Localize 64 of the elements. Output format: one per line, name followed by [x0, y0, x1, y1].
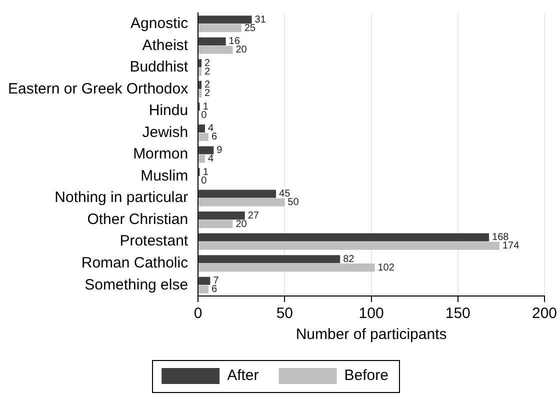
x-tick-label: 150 [445, 305, 470, 322]
data-label: 2 [204, 66, 211, 78]
data-label: 82 [343, 254, 355, 265]
y-tick-label: Other Christian [87, 210, 188, 228]
bar [198, 46, 233, 54]
data-label: 6 [211, 132, 218, 143]
bar [198, 276, 210, 285]
y-tick-label: Something else [84, 276, 188, 294]
bar [198, 59, 202, 68]
bar [198, 212, 245, 220]
data-label: 102 [378, 262, 395, 274]
y-tick-label: Mormon [133, 146, 188, 163]
y-tick-label: Protestant [120, 232, 189, 250]
bar [198, 198, 285, 206]
bar [198, 242, 500, 250]
legend-label: After [227, 367, 259, 384]
y-tick-label: Roman Catholic [81, 254, 189, 272]
data-label: 1 [202, 166, 209, 178]
bar [198, 146, 214, 154]
bar [198, 16, 252, 24]
y-tick-label: Eastern or Greek Orthodox [8, 80, 189, 98]
y-tick-label: Muslim [140, 167, 188, 184]
bar [198, 132, 208, 142]
data-label: 4 [208, 123, 214, 134]
data-label: 31 [254, 14, 266, 26]
y-tick-label: Hindu [148, 102, 188, 120]
data-label: 27 [248, 210, 260, 222]
y-tick-label: Atheist [142, 36, 189, 54]
data-label: 20 [236, 218, 248, 230]
bar [198, 285, 208, 294]
data-label: 25 [244, 22, 256, 34]
legend-label: Before [344, 367, 388, 384]
x-axis-title: Number of participants [296, 326, 447, 344]
data-label: 0 [201, 110, 208, 121]
data-label: 174 [502, 240, 520, 252]
data-label: 0 [201, 175, 208, 186]
bar [198, 154, 206, 163]
bar [198, 233, 490, 242]
y-tick-label: Jewish [142, 124, 188, 141]
y-tick-label: Agnostic [130, 15, 189, 32]
y-tick-label: Nothing in particular [54, 189, 188, 206]
data-label: 6 [211, 284, 218, 296]
bar [198, 255, 340, 264]
x-tick-label: 0 [194, 305, 202, 322]
bar [198, 124, 206, 133]
y-tick-label: Buddhist [130, 58, 189, 76]
data-label: 20 [236, 44, 248, 56]
bar [198, 190, 276, 198]
data-label: 2 [204, 58, 211, 69]
data-label: 1 [202, 101, 209, 112]
bar [198, 68, 202, 76]
bar [198, 220, 233, 228]
x-tick-label: 50 [276, 305, 294, 322]
bar [198, 37, 226, 46]
x-tick-label: 200 [532, 305, 557, 322]
bar [198, 80, 202, 89]
data-label: 2 [204, 88, 211, 100]
bar [198, 264, 375, 272]
data-label: 9 [216, 145, 223, 156]
data-label: 4 [208, 153, 214, 164]
data-label: 50 [288, 197, 300, 208]
bar [198, 89, 202, 98]
x-tick-label: 100 [358, 305, 384, 322]
bar [198, 24, 242, 32]
